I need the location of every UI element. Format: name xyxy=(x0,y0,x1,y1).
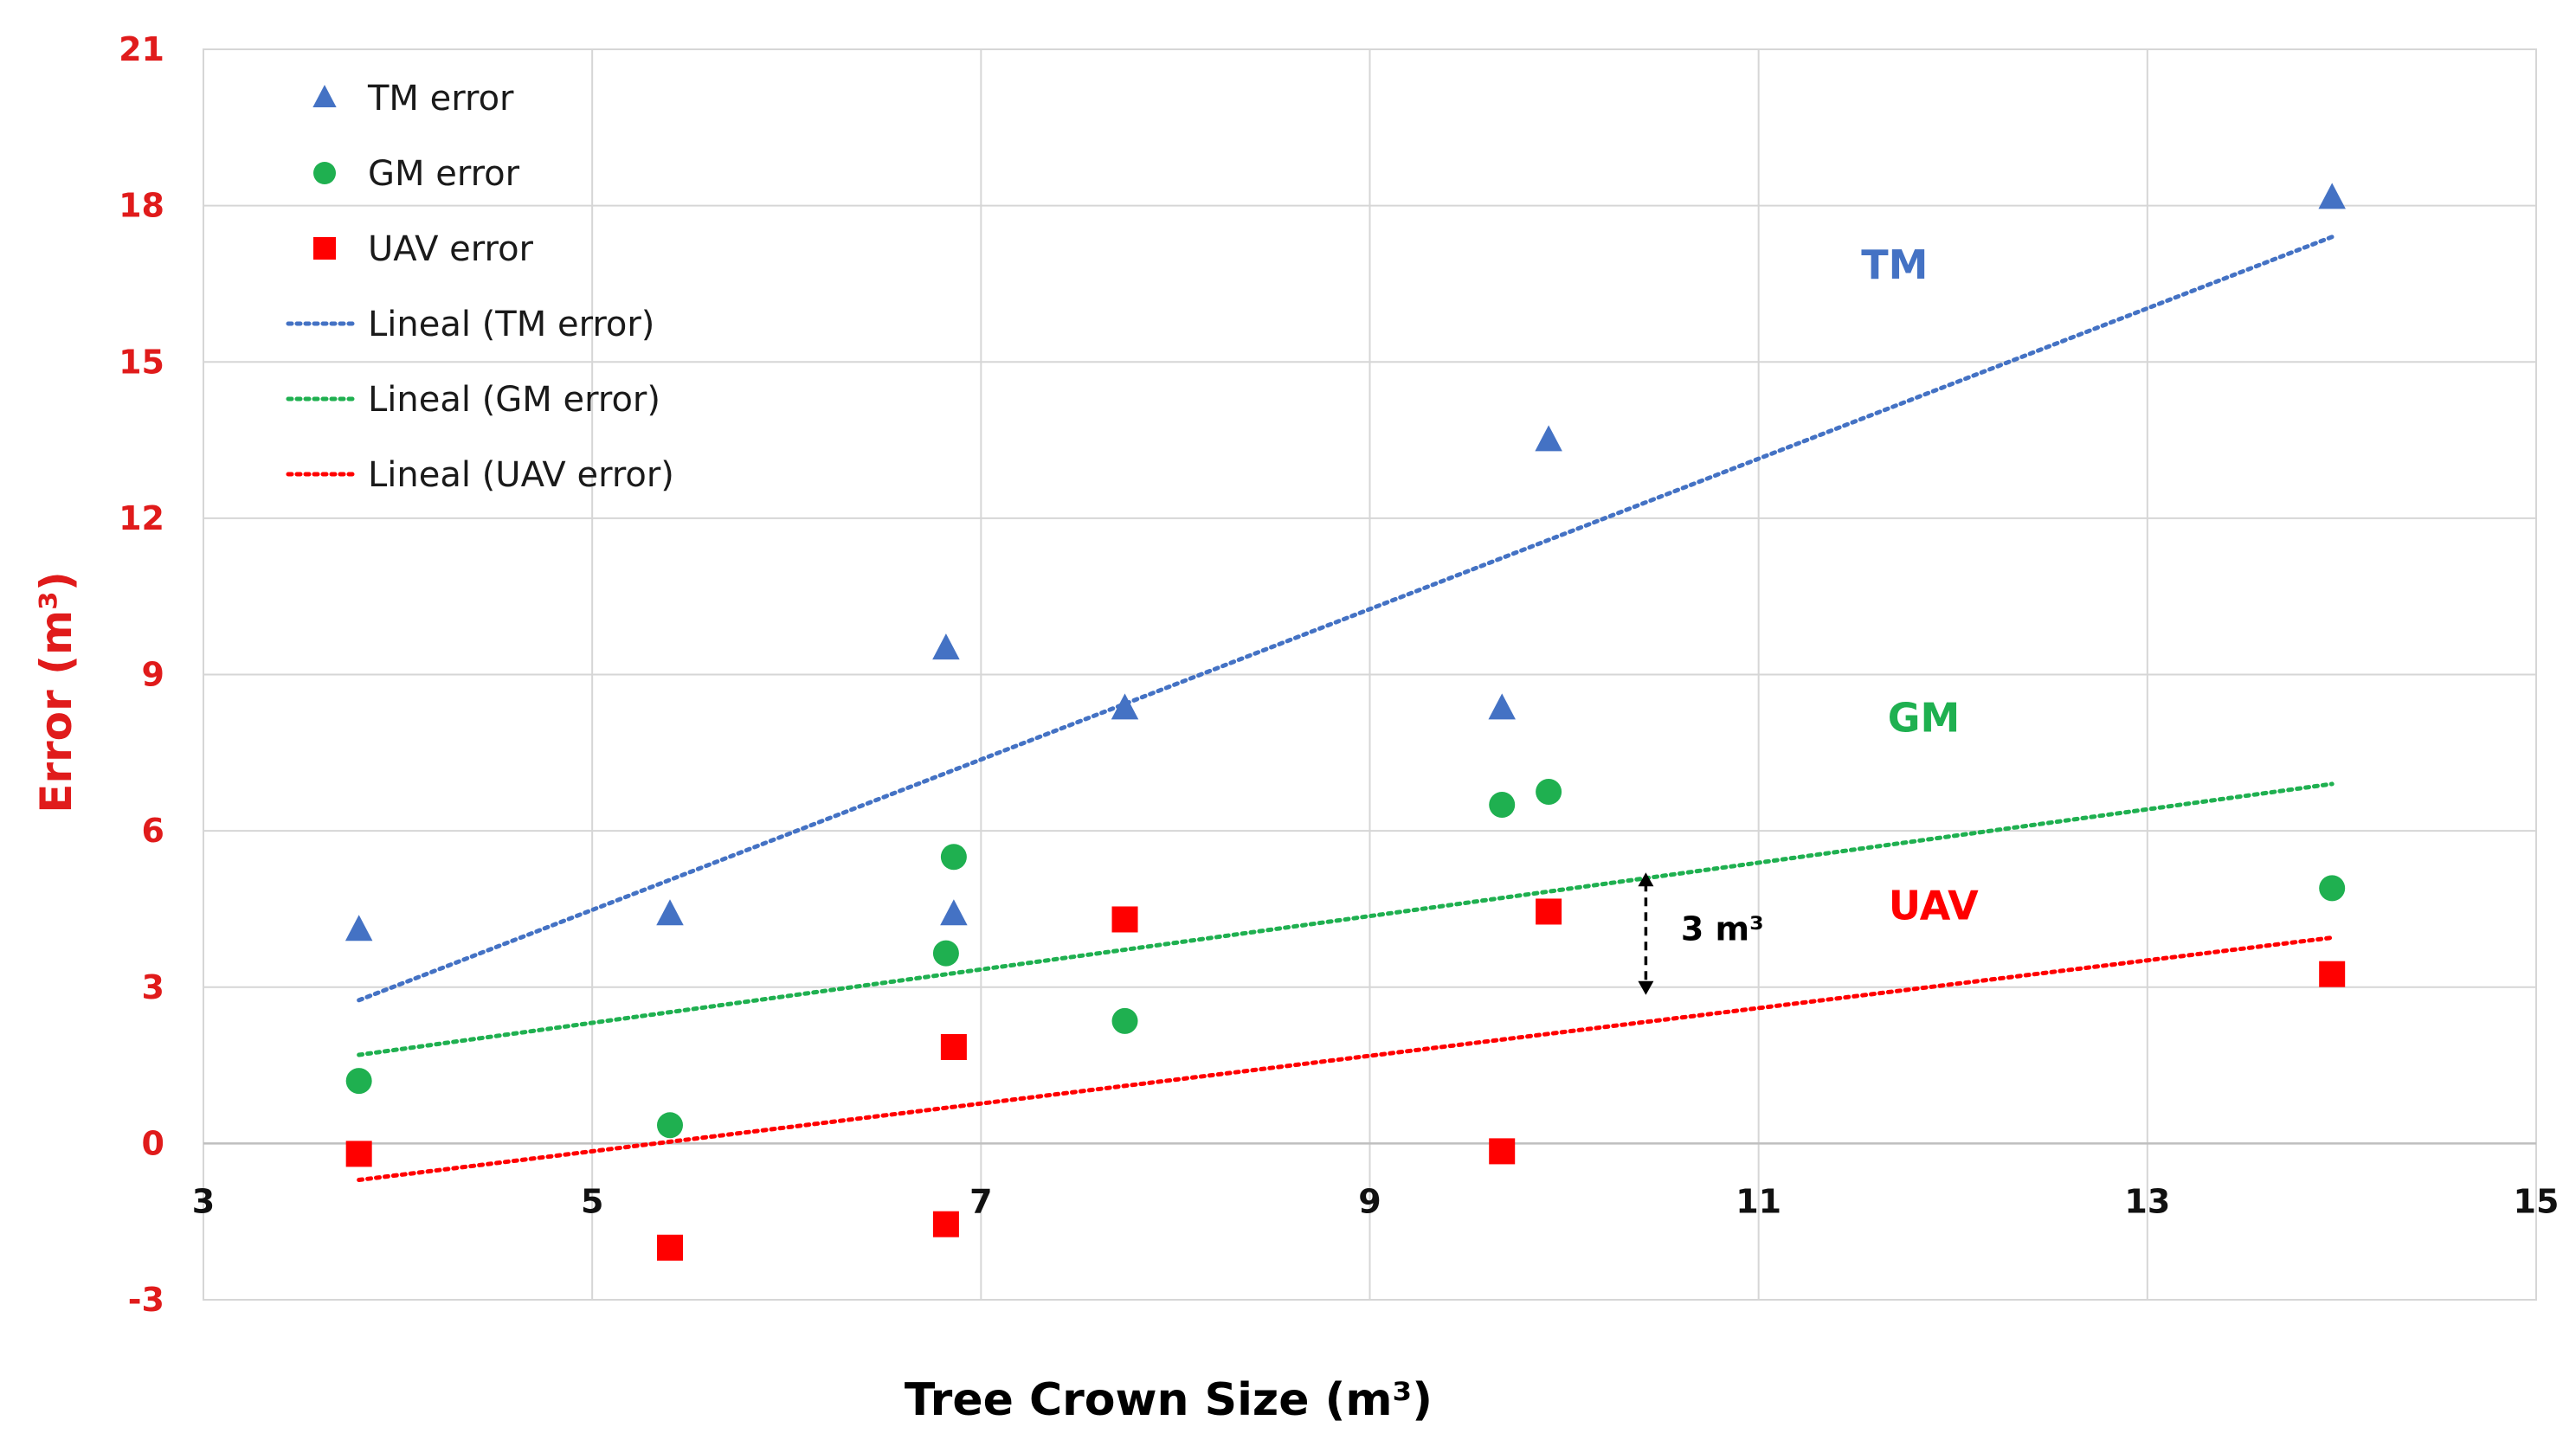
x-tick-label: 7 xyxy=(969,1182,992,1220)
y-tick-label: -3 xyxy=(128,1281,164,1319)
legend-tm-error-swatch xyxy=(312,85,337,108)
uav-error-point xyxy=(657,1234,683,1261)
legend-lineal-tm-label: Lineal (TM error) xyxy=(368,305,654,344)
gm-error-point xyxy=(1536,778,1562,805)
y-tick-label: 15 xyxy=(119,343,164,381)
tm-error-point xyxy=(1111,693,1139,720)
y-tick-label: 0 xyxy=(142,1124,164,1162)
uav-error-point xyxy=(1111,906,1138,933)
uav-error-point xyxy=(2319,961,2346,987)
series-label-gm: GM xyxy=(1888,695,1961,742)
legend-uav-error-swatch xyxy=(313,237,336,260)
x-tick-label: 9 xyxy=(1358,1182,1381,1220)
arrow-head-down xyxy=(1638,980,1654,995)
tm-error-point xyxy=(932,633,960,660)
gm-error-point xyxy=(1111,1007,1138,1034)
legend: TM error GM error UAV error Lineal (TM erro… xyxy=(286,79,674,495)
y-tick-label: 9 xyxy=(142,656,164,694)
tm-error-point xyxy=(656,899,684,926)
uav-error-point xyxy=(1536,898,1562,925)
series-label-uav: UAV xyxy=(1889,882,1979,929)
annotations: TM GM UAV 3 m³ xyxy=(1638,241,1979,995)
y-tick-label: 6 xyxy=(142,812,164,850)
gm-error-point xyxy=(932,940,959,967)
legend-gm-error-swatch xyxy=(313,162,336,184)
gm-error-point xyxy=(345,1068,372,1095)
x-tick-label: 15 xyxy=(2514,1182,2560,1220)
gm-error-point xyxy=(940,844,967,871)
tm-error-point xyxy=(2318,183,2346,209)
x-tick-label: 3 xyxy=(192,1182,215,1220)
trendline-uav xyxy=(357,935,2334,1183)
uav-error-point xyxy=(932,1211,959,1237)
trendlines xyxy=(357,235,2334,1183)
gm-error-point xyxy=(657,1112,683,1139)
x-axis-title: Tree Crown Size (m³) xyxy=(905,1374,1433,1426)
legend-tm-error-label: TM error xyxy=(367,79,514,119)
gm-error-point xyxy=(1489,792,1516,819)
tm-error-point xyxy=(940,899,968,926)
uav-error-point xyxy=(345,1141,372,1167)
gm-error-point xyxy=(2319,875,2346,902)
legend-lineal-gm-label: Lineal (GM error) xyxy=(368,380,660,420)
x-tick-label: 5 xyxy=(581,1182,603,1220)
x-tick-label: 11 xyxy=(1736,1182,1781,1220)
grid-lines xyxy=(203,48,2537,1301)
series-label-tm: TM xyxy=(1861,241,1928,288)
tm-error-point xyxy=(1488,693,1516,720)
y-axis-title: Error (m³) xyxy=(31,571,81,813)
legend-gm-error-label: GM error xyxy=(368,154,520,194)
trendline-gm xyxy=(357,781,2334,1057)
uav-error-point xyxy=(940,1033,967,1060)
legend-lineal-uav-label: Lineal (UAV error) xyxy=(368,455,674,495)
legend-uav-error-label: UAV error xyxy=(368,229,534,269)
y-tick-label: 12 xyxy=(119,499,164,537)
uav-error-point xyxy=(1489,1138,1516,1165)
data-points xyxy=(345,183,2346,1261)
y-tick-label: 21 xyxy=(119,30,164,68)
y-tick-label: 3 xyxy=(142,968,164,1006)
x-tick-label: 13 xyxy=(2124,1182,2170,1220)
difference-label: 3 m³ xyxy=(1681,910,1764,948)
y-tick-label: 18 xyxy=(119,187,164,225)
arrow-head-up xyxy=(1638,872,1654,887)
tm-error-point xyxy=(345,915,373,942)
tm-error-point xyxy=(1535,425,1562,452)
trendline-tm xyxy=(357,235,2334,1003)
